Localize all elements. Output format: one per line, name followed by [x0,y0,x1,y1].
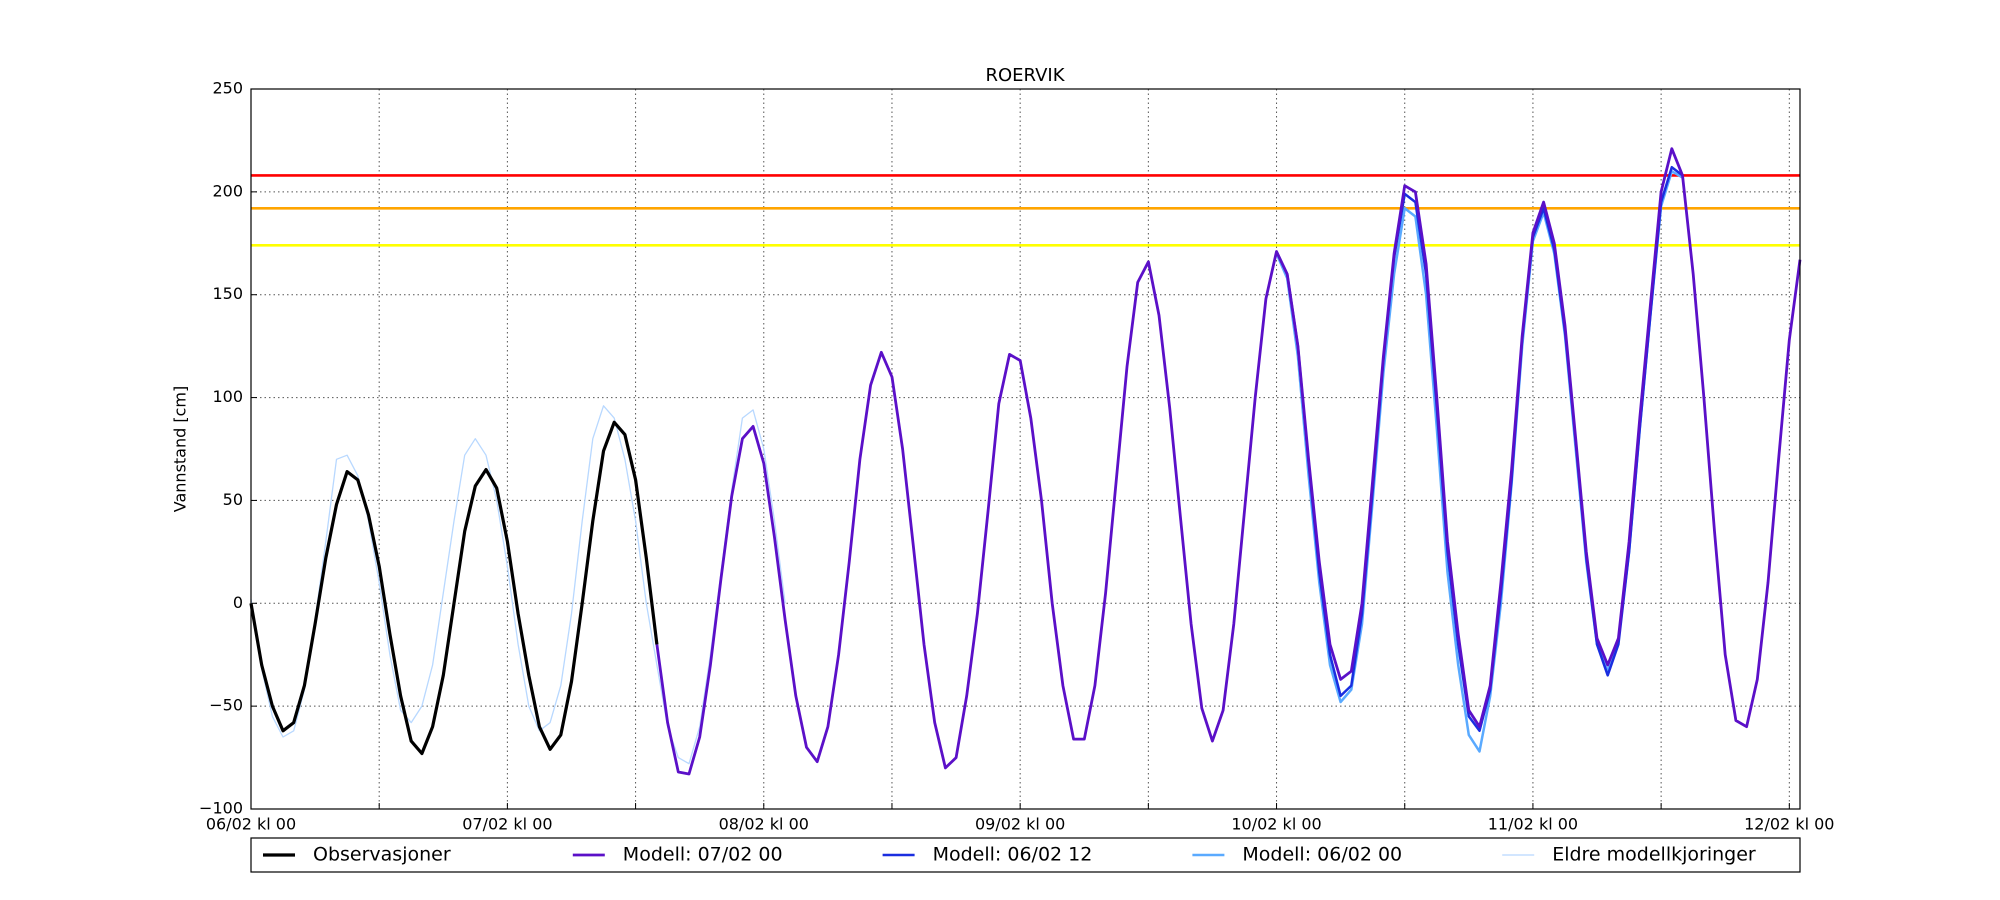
legend-label: Modell: 06/02 12 [933,844,1093,866]
x-tick-label: 10/02 kl 00 [1231,815,1321,834]
legend-label: Eldre modellkjoringer [1552,844,1756,866]
x-tick-label: 11/02 kl 00 [1488,815,1578,834]
legend-box [250,837,1801,873]
y-tick-label: 200 [212,181,243,200]
series-line [1275,165,1684,733]
y-tick-label: −50 [209,696,243,715]
chart-title: ROERVIK [986,65,1066,86]
y-tick-label: 0 [233,593,243,612]
x-tick-label: 07/02 kl 00 [462,815,552,834]
x-tick-label: 09/02 kl 00 [975,815,1065,834]
y-tick-label: 50 [223,490,243,509]
x-tick-label: 12/02 kl 00 [1744,815,1834,834]
legend-label: Observasjoner [313,844,451,866]
y-tick-label: −100 [199,799,243,818]
series-line [250,405,786,765]
x-tick-label: 08/02 kl 00 [719,815,809,834]
plot-frame [250,88,1801,810]
series-line [249,420,659,756]
x-tick-label: 06/02 kl 00 [206,815,296,834]
y-tick-label: 250 [212,79,243,98]
y-tick-label: 100 [212,387,243,406]
y-axis-label: Vannstand [cm] [171,386,190,512]
series-line [655,147,1802,776]
legend-label: Modell: 07/02 00 [623,844,783,866]
y-tick-label: 150 [212,284,243,303]
legend-label: Modell: 06/02 00 [1242,844,1402,866]
